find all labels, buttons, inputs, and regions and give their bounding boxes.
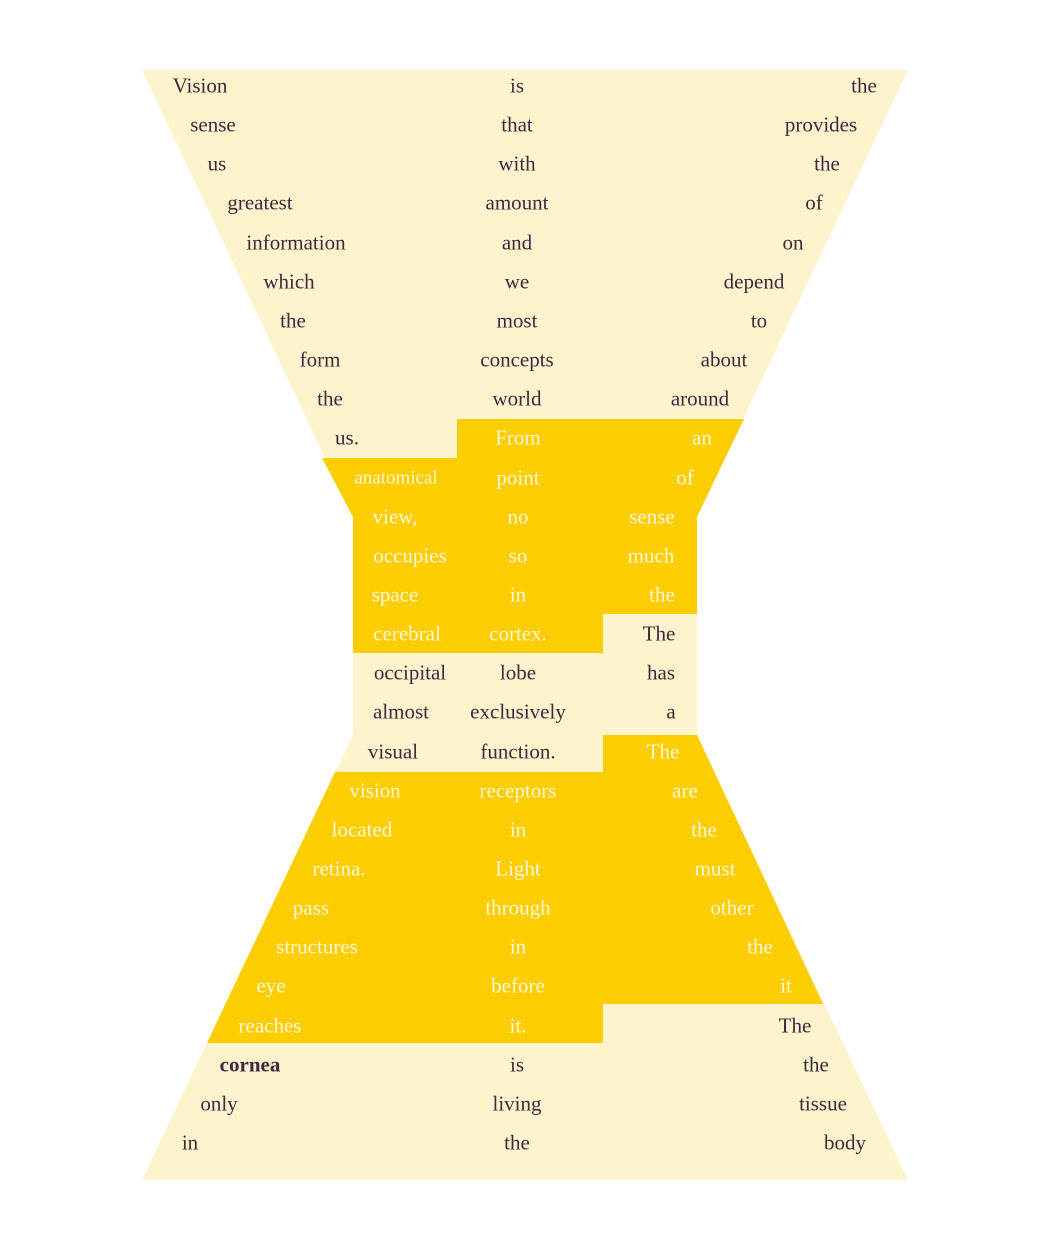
word-r0-c0: Vision bbox=[172, 73, 228, 98]
word-r19-c1: in bbox=[509, 817, 527, 842]
word-r15-c1: lobe bbox=[499, 660, 537, 685]
word-r0-c2: the bbox=[851, 73, 877, 98]
word-r23-c2: it bbox=[780, 973, 792, 998]
word-r21-c2: other bbox=[710, 895, 754, 920]
word-r1-c0: sense bbox=[190, 112, 236, 137]
word-r22-c1: in bbox=[509, 934, 527, 959]
word-r8-c1: world bbox=[492, 386, 542, 411]
word-r18-c1: receptors bbox=[479, 778, 557, 803]
word-r2-c0: us bbox=[207, 151, 227, 176]
word-r20-c2: must bbox=[694, 856, 736, 881]
word-r7-c2: about bbox=[700, 347, 748, 372]
word-r26-c1: living bbox=[492, 1091, 542, 1116]
word-r10-c2: of bbox=[676, 465, 694, 489]
word-r16-c1: exclusively bbox=[470, 699, 566, 724]
word-r24-c2: The bbox=[778, 1013, 812, 1038]
word-r23-c1: before bbox=[491, 973, 545, 998]
word-r22-c0: structures bbox=[276, 934, 358, 959]
highlight-block-lower bbox=[207, 735, 823, 1043]
word-r3-c0: greatest bbox=[227, 190, 293, 215]
word-r27-c0: in bbox=[181, 1130, 199, 1155]
word-r21-c0: pass bbox=[292, 895, 330, 920]
word-r11-c2: sense bbox=[629, 504, 675, 529]
word-r9-c2: an bbox=[692, 425, 712, 450]
word-r11-c0: view, bbox=[372, 504, 418, 529]
word-r12-c0: occupies bbox=[373, 543, 447, 568]
word-r2-c1: with bbox=[498, 151, 536, 176]
word-r20-c0: retina. bbox=[312, 856, 366, 881]
word-r18-c0: vision bbox=[349, 778, 401, 803]
word-r3-c1: amount bbox=[485, 190, 549, 215]
word-r17-c1: function. bbox=[480, 739, 556, 764]
word-r25-c0: cornea bbox=[219, 1052, 281, 1077]
word-r9-c0: us. bbox=[335, 425, 359, 450]
word-r14-c1: cortex. bbox=[489, 621, 547, 646]
word-r19-c0: located bbox=[331, 817, 393, 842]
word-r20-c1: Light bbox=[495, 856, 541, 881]
word-r6-c1: most bbox=[496, 308, 538, 333]
word-r4-c1: and bbox=[501, 230, 533, 255]
word-r4-c2: on bbox=[782, 230, 804, 255]
word-r13-c2: the bbox=[649, 582, 675, 607]
word-r22-c2: the bbox=[747, 934, 773, 959]
word-r2-c2: the bbox=[814, 151, 840, 176]
word-r5-c2: depend bbox=[723, 269, 785, 294]
word-r7-c1: concepts bbox=[480, 347, 554, 372]
word-r16-c0: almost bbox=[373, 699, 429, 724]
word-r5-c1: we bbox=[504, 269, 530, 294]
word-r1-c1: that bbox=[501, 112, 533, 137]
word-r13-c0: space bbox=[371, 582, 419, 607]
word-r14-c2: The bbox=[642, 621, 676, 646]
word-r27-c2: body bbox=[824, 1130, 866, 1155]
word-r6-c2: to bbox=[750, 308, 768, 333]
word-r11-c1: no bbox=[507, 504, 529, 529]
word-r24-c1: it. bbox=[509, 1013, 527, 1038]
word-r18-c2: are bbox=[672, 778, 698, 803]
word-r13-c1: in bbox=[509, 582, 527, 607]
word-r26-c2: tissue bbox=[799, 1091, 847, 1116]
word-r15-c0: occipital bbox=[373, 660, 447, 685]
word-r26-c0: only bbox=[200, 1091, 238, 1116]
word-r8-c0: the bbox=[317, 386, 343, 411]
word-r3-c2: of bbox=[805, 190, 823, 215]
word-r23-c0: eye bbox=[256, 973, 286, 998]
word-r24-c0: reaches bbox=[238, 1013, 302, 1038]
word-r8-c2: around bbox=[670, 386, 730, 411]
word-r16-c2: a bbox=[666, 699, 676, 724]
word-r19-c2: the bbox=[691, 817, 717, 842]
word-r1-c2: provides bbox=[784, 112, 858, 137]
word-r17-c2: The bbox=[646, 739, 680, 764]
word-r10-c0: anatomical bbox=[354, 467, 438, 488]
word-r25-c2: the bbox=[803, 1052, 829, 1077]
word-r0-c1: is bbox=[509, 73, 525, 98]
word-r7-c0: form bbox=[299, 347, 341, 372]
word-r12-c1: so bbox=[508, 543, 528, 568]
word-r10-c1: point bbox=[496, 465, 540, 489]
word-r9-c1: From bbox=[495, 425, 541, 450]
word-r17-c0: visual bbox=[367, 739, 419, 764]
word-r4-c0: information bbox=[246, 230, 346, 255]
word-r15-c2: has bbox=[647, 660, 675, 685]
word-r14-c0: cerebral bbox=[373, 621, 441, 646]
word-r27-c1: the bbox=[504, 1130, 530, 1155]
word-r12-c2: much bbox=[627, 543, 675, 568]
word-r21-c1: through bbox=[485, 895, 551, 920]
word-r25-c1: is bbox=[509, 1052, 525, 1077]
word-r5-c0: which bbox=[263, 269, 315, 294]
highlight-block-middle bbox=[322, 419, 744, 653]
word-r6-c0: the bbox=[280, 308, 306, 333]
